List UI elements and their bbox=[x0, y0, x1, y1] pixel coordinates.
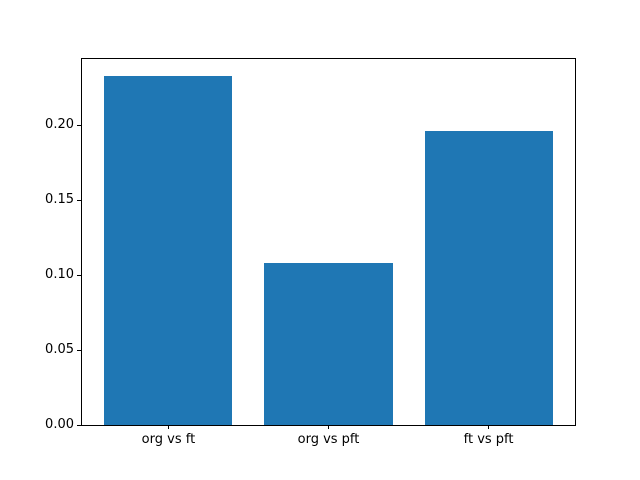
x-tick-mark bbox=[488, 425, 490, 429]
bar-ft-vs-pft bbox=[424, 131, 553, 425]
y-tick-label: 0.15 bbox=[45, 192, 74, 207]
y-tick-mark bbox=[77, 274, 81, 276]
y-tick-label: 0.05 bbox=[45, 342, 74, 357]
plot-area bbox=[81, 58, 576, 426]
bar-org-vs-pft bbox=[264, 263, 393, 425]
y-tick-mark bbox=[77, 424, 81, 426]
x-tick-label: ft vs pft bbox=[463, 432, 514, 447]
y-tick-label: 0.00 bbox=[45, 417, 74, 432]
x-tick-label: org vs pft bbox=[297, 432, 360, 447]
y-tick-label: 0.20 bbox=[45, 117, 74, 132]
x-tick-mark bbox=[328, 425, 329, 429]
bar-org-vs-ft bbox=[104, 75, 233, 425]
x-tick-mark bbox=[167, 425, 169, 429]
y-tick-mark bbox=[77, 349, 81, 351]
x-tick-label: org vs ft bbox=[141, 432, 196, 447]
y-tick-label: 0.10 bbox=[45, 267, 74, 282]
y-tick-mark bbox=[77, 124, 81, 126]
y-tick-mark bbox=[77, 199, 81, 201]
